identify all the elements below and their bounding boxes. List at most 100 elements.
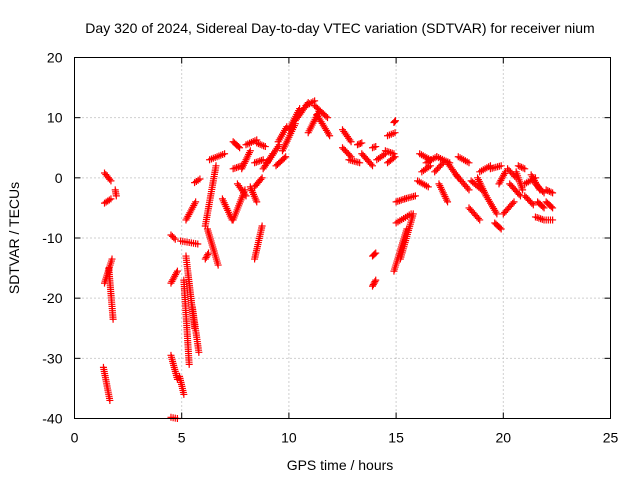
data-point bbox=[246, 147, 254, 155]
data-point bbox=[381, 147, 389, 155]
data-point bbox=[112, 192, 120, 200]
data-point bbox=[252, 158, 260, 166]
y-tick-label: 0 bbox=[55, 170, 63, 186]
data-point bbox=[465, 186, 473, 194]
data-point bbox=[537, 215, 545, 223]
data-point bbox=[356, 140, 364, 148]
data-point bbox=[195, 348, 203, 356]
data-point bbox=[529, 201, 537, 209]
data-point bbox=[212, 162, 220, 170]
data-point bbox=[205, 249, 212, 257]
data-point bbox=[221, 150, 229, 158]
data-point bbox=[369, 282, 377, 290]
data-point bbox=[390, 154, 398, 162]
data-point bbox=[371, 278, 379, 286]
data-point bbox=[259, 156, 267, 164]
data-point bbox=[535, 214, 543, 222]
x-tick-label: 15 bbox=[388, 430, 404, 446]
data-point bbox=[214, 261, 222, 269]
data-point bbox=[172, 269, 180, 277]
data-point bbox=[346, 136, 354, 144]
tick-labels: 0 5 10 15 20 25 -40 -30 -20 -10 0 10 20 bbox=[42, 50, 618, 446]
data-point bbox=[241, 190, 249, 198]
data-point bbox=[519, 186, 527, 194]
x-axis-label: GPS time / hours bbox=[287, 457, 394, 473]
data-point bbox=[521, 165, 529, 173]
data-point bbox=[444, 198, 452, 206]
data-point bbox=[254, 140, 262, 148]
data-point bbox=[180, 390, 188, 398]
data-point bbox=[258, 174, 266, 182]
data-point bbox=[549, 216, 557, 224]
data-point bbox=[234, 143, 242, 151]
data-point bbox=[392, 198, 400, 206]
data-point bbox=[280, 154, 288, 162]
data-point bbox=[108, 255, 116, 263]
data-point bbox=[242, 192, 250, 200]
data-point bbox=[257, 175, 265, 183]
data-point bbox=[531, 213, 539, 221]
data-point bbox=[514, 162, 522, 170]
data-point bbox=[253, 139, 261, 147]
data-point bbox=[391, 117, 399, 125]
data-point bbox=[465, 159, 473, 167]
data-point bbox=[372, 276, 380, 284]
data-point bbox=[391, 129, 399, 137]
data-point bbox=[323, 114, 331, 122]
data-point bbox=[196, 175, 204, 183]
data-point bbox=[547, 188, 555, 196]
y-tick-label: -10 bbox=[42, 230, 62, 246]
data-point bbox=[369, 162, 377, 170]
data-point bbox=[549, 189, 557, 197]
data-point bbox=[282, 153, 290, 161]
data-point bbox=[516, 163, 524, 171]
data-point bbox=[388, 149, 396, 157]
data-point bbox=[370, 279, 378, 287]
data-point bbox=[425, 163, 433, 171]
data-point bbox=[372, 249, 380, 257]
data-point bbox=[464, 184, 472, 192]
data-point bbox=[538, 215, 546, 223]
grid bbox=[74, 57, 611, 419]
data-point bbox=[501, 170, 509, 178]
data-point bbox=[370, 143, 378, 151]
data-point bbox=[540, 204, 548, 212]
data-point bbox=[493, 210, 501, 218]
data-point bbox=[256, 140, 264, 148]
data-point bbox=[322, 112, 330, 120]
data-point bbox=[109, 315, 117, 323]
x-tick-label: 5 bbox=[178, 430, 186, 446]
data-point bbox=[256, 157, 264, 165]
data-point bbox=[309, 98, 317, 106]
chart-title: Day 320 of 2024, Sidereal Day-to-day VTE… bbox=[85, 20, 594, 36]
data-point bbox=[383, 147, 391, 155]
data-point bbox=[201, 255, 209, 263]
data-point bbox=[397, 196, 405, 204]
data-point bbox=[347, 138, 355, 146]
data-point bbox=[258, 141, 266, 149]
data-point bbox=[510, 198, 518, 206]
data-point bbox=[539, 187, 547, 195]
data-point bbox=[424, 183, 432, 191]
data-point bbox=[496, 224, 504, 232]
data-point bbox=[542, 186, 550, 194]
data-point bbox=[394, 197, 402, 205]
data-point bbox=[547, 203, 555, 211]
data-point bbox=[356, 159, 364, 167]
data-point bbox=[549, 204, 557, 212]
y-tick-label: -20 bbox=[42, 290, 62, 306]
y-tick-label: -40 bbox=[42, 411, 62, 427]
data-point bbox=[390, 118, 398, 126]
data-point bbox=[251, 159, 259, 167]
data-point bbox=[107, 177, 115, 185]
data-point bbox=[185, 360, 193, 368]
data-point bbox=[170, 234, 178, 242]
data-point bbox=[411, 192, 419, 200]
data-point bbox=[326, 132, 334, 140]
data-point bbox=[371, 250, 379, 258]
data-point bbox=[387, 149, 395, 157]
x-tick-label: 0 bbox=[71, 430, 79, 446]
data-point bbox=[254, 158, 262, 166]
data-point bbox=[385, 148, 393, 156]
x-tick-label: 10 bbox=[281, 430, 297, 446]
